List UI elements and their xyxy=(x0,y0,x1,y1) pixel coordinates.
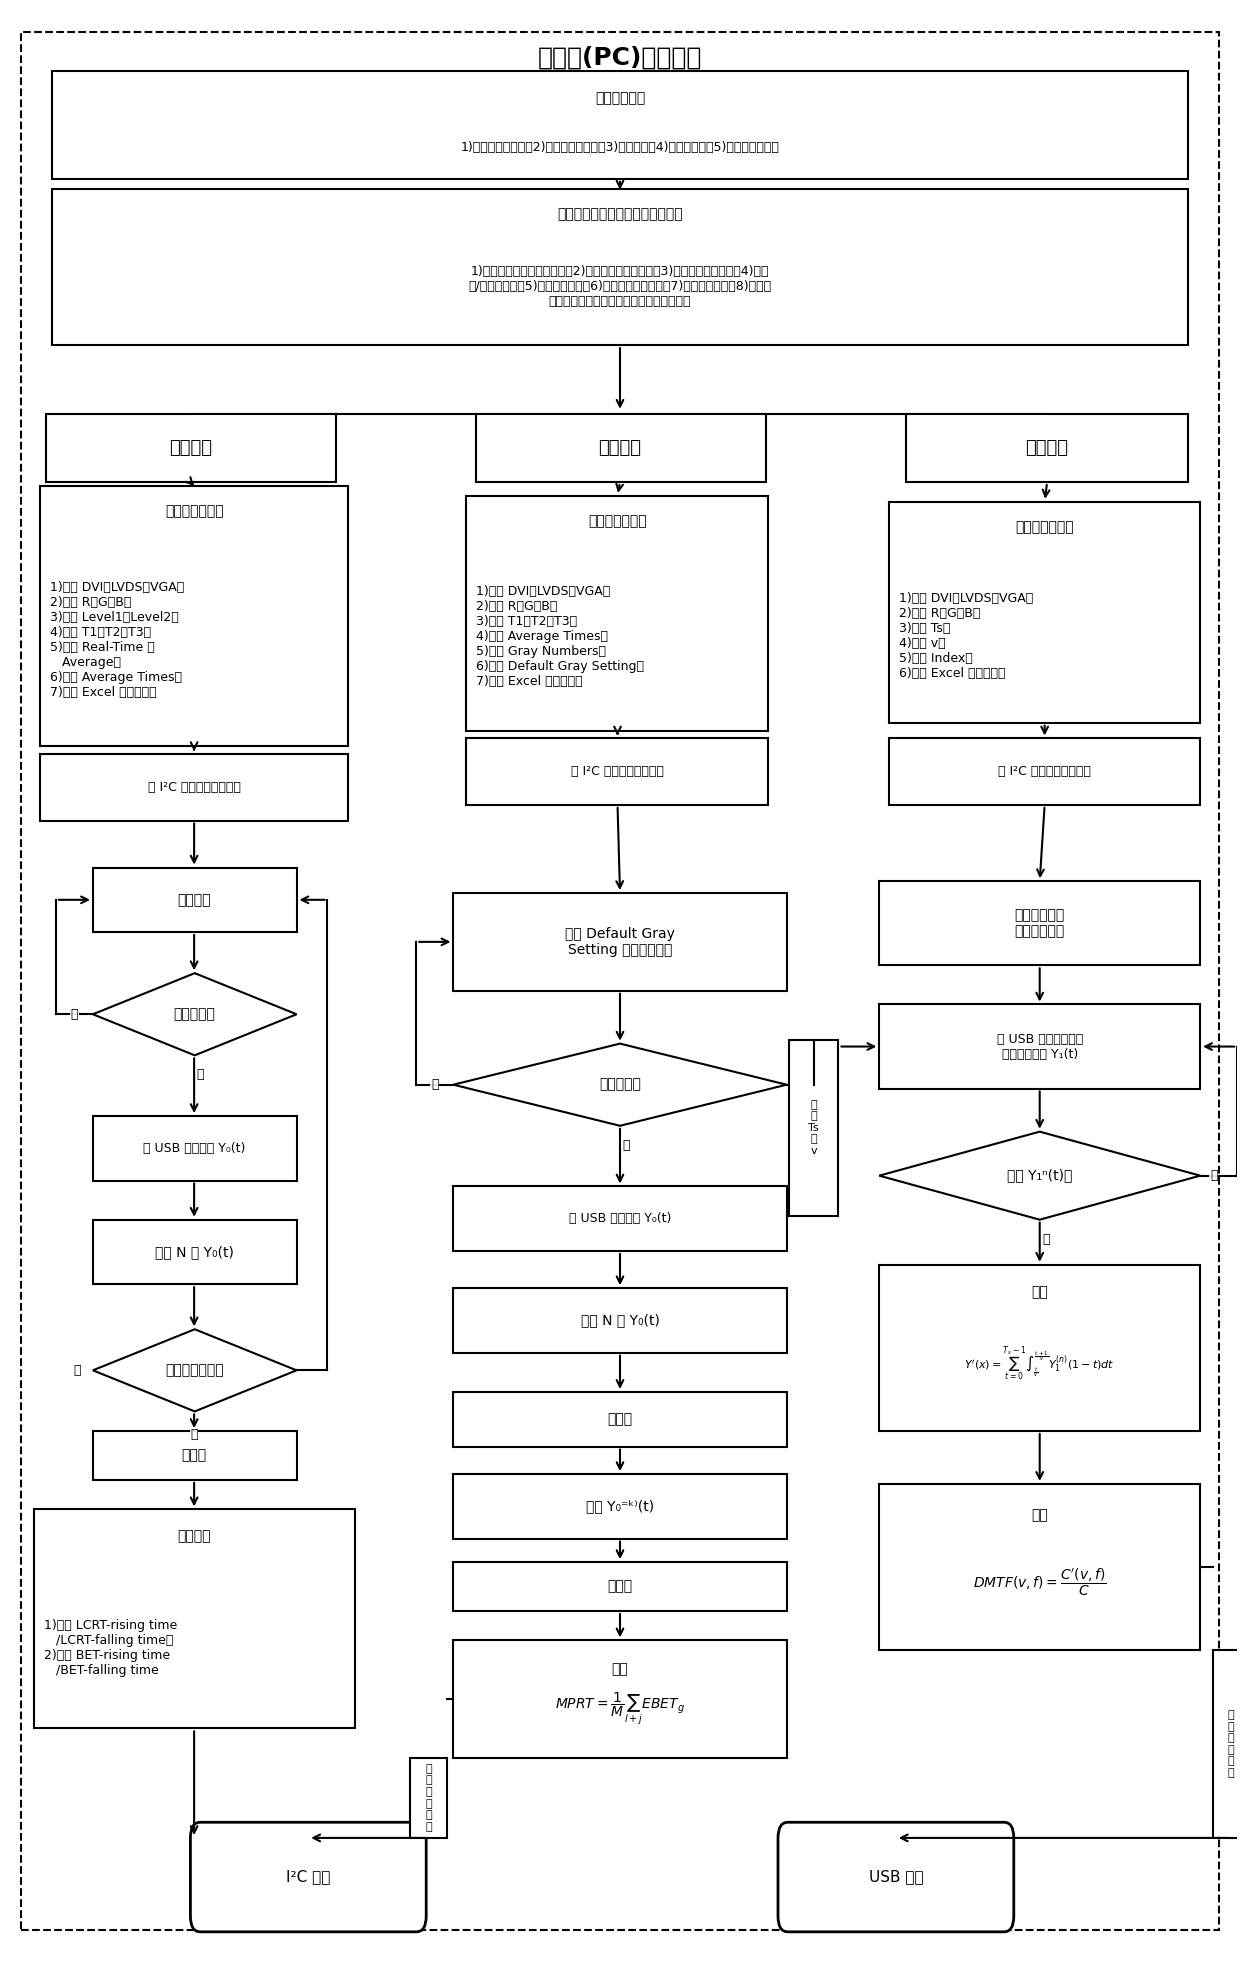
Text: 测完 Y₁ⁿ(t)？: 测完 Y₁ⁿ(t)？ xyxy=(1007,1169,1073,1183)
Bar xyxy=(879,1483,1200,1650)
Bar xyxy=(789,1040,838,1216)
Polygon shape xyxy=(879,1132,1200,1220)
Text: 计算: 计算 xyxy=(1032,1285,1048,1299)
Bar xyxy=(879,1265,1200,1430)
Text: 1)选择 DVI、LVDS、VGA；
2)选择 R、G、B；
3)设定 Ts；
4)设定 v；
5)设定 Index；
6)选择 Excel 保存路径。: 1)选择 DVI、LVDS、VGA； 2)选择 R、G、B； 3)设定 Ts； … xyxy=(899,593,1033,679)
Text: 未测完: 未测完 xyxy=(608,1413,632,1426)
Text: I²C 接口: I²C 接口 xyxy=(286,1870,331,1885)
Text: 图像源参数设置: 图像源参数设置 xyxy=(165,504,223,518)
Text: 经 I²C 接口传送测量数据: 经 I²C 接口传送测量数据 xyxy=(572,765,663,779)
Polygon shape xyxy=(93,973,296,1056)
Bar xyxy=(93,1430,296,1479)
Text: $DMTF(v,f)=\dfrac{C'(v,f)}{C}$: $DMTF(v,f)=\dfrac{C'(v,f)}{C}$ xyxy=(972,1568,1106,1599)
Text: 上位机(PC)控制流程: 上位机(PC)控制流程 xyxy=(538,45,702,69)
Text: 否: 否 xyxy=(191,1428,198,1442)
Text: 经 USB 接口采集 Y₀(t): 经 USB 接口采集 Y₀(t) xyxy=(569,1213,671,1224)
Bar xyxy=(93,867,296,932)
Text: 存储 Y₀⁼ᵏ⁾(t): 存储 Y₀⁼ᵏ⁾(t) xyxy=(587,1499,653,1513)
Bar xyxy=(889,738,1200,804)
Text: 分辨率、图形比例、时钟更新方案: 分辨率、图形比例、时钟更新方案 xyxy=(557,208,683,222)
Polygon shape xyxy=(454,1044,786,1126)
Bar xyxy=(454,1187,786,1252)
Text: 改
变
Ts
和
v: 改 变 Ts 和 v xyxy=(808,1099,820,1156)
Bar xyxy=(454,893,786,991)
Bar xyxy=(410,1758,448,1838)
Text: 计算: 计算 xyxy=(1032,1509,1048,1523)
Text: 触发信号？: 触发信号？ xyxy=(174,1007,215,1022)
Text: $Y'(x)=\sum_{t=0}^{T_s-1}\int_{\frac{t}{v}}^{\frac{t+1}{v}} Y_1^{(n)}(1-t)dt$: $Y'(x)=\sum_{t=0}^{T_s-1}\int_{\frac{t}{… xyxy=(965,1344,1115,1383)
Text: 否: 否 xyxy=(432,1079,439,1091)
Bar xyxy=(46,414,336,483)
Text: 改变图像参数？: 改变图像参数？ xyxy=(165,1364,223,1377)
Text: 是: 是 xyxy=(622,1138,630,1152)
Bar xyxy=(40,487,348,746)
Bar xyxy=(1213,1650,1240,1838)
Polygon shape xyxy=(93,1328,296,1411)
Text: 是: 是 xyxy=(196,1069,205,1081)
Bar xyxy=(93,1116,296,1181)
Bar xyxy=(52,71,1188,179)
Text: 接
收
采
集
数
据: 接 收 采 集 数 据 xyxy=(1228,1711,1234,1778)
Text: 序列测量: 序列测量 xyxy=(1025,439,1069,457)
Bar xyxy=(93,1220,296,1285)
Text: 经 I²C 接口传送测量数据: 经 I²C 接口传送测量数据 xyxy=(148,781,241,795)
Text: 否: 否 xyxy=(1210,1169,1218,1183)
Text: 根据测试图案
产生灰度序列: 根据测试图案 产生灰度序列 xyxy=(1014,908,1065,938)
Bar xyxy=(33,1509,355,1729)
Text: 自动测量: 自动测量 xyxy=(599,439,641,457)
Text: 1)选择 DVI、LVDS、VGA；
2)选择 R、G、B；
3)输入 Level1、Level2；
4)输入 T1、T2、T3；
5)选择 Real-Time: 1)选择 DVI、LVDS、VGA； 2)选择 R、G、B； 3)输入 Leve… xyxy=(50,581,184,698)
Text: 1)计算 LCRT-rising time
   /LCRT-falling time；
2)计算 BET-rising time
   /BET-fallin: 1)计算 LCRT-rising time /LCRT-falling time… xyxy=(43,1619,177,1678)
Text: 根据 Default Gray
Setting 生成组合图像: 根据 Default Gray Setting 生成组合图像 xyxy=(565,926,675,957)
Bar xyxy=(879,1005,1200,1089)
Text: 1)选模拟采集通道；2)设输入电压范围；3)设采样率；4)设采样点数；5)配置触发通道。: 1)选模拟采集通道；2)设输入电压范围；3)设采样率；4)设采样点数；5)配置触… xyxy=(460,141,780,155)
Text: 图像源参数设置: 图像源参数设置 xyxy=(1016,520,1074,534)
Text: 平均 N 条 Y₀(t): 平均 N 条 Y₀(t) xyxy=(580,1313,660,1328)
Text: USB 接口: USB 接口 xyxy=(868,1870,924,1885)
Text: 生成图像: 生成图像 xyxy=(177,893,211,906)
Text: 图像源参数设置: 图像源参数设置 xyxy=(588,514,647,528)
Text: 数据采集设置: 数据采集设置 xyxy=(595,92,645,106)
Text: 已测完: 已测完 xyxy=(181,1448,207,1462)
Bar xyxy=(879,881,1200,965)
Bar xyxy=(454,1473,786,1538)
Text: 传
送
测
量
数
据: 传 送 测 量 数 据 xyxy=(425,1764,432,1833)
Text: 测量结果: 测量结果 xyxy=(177,1530,211,1544)
Bar xyxy=(454,1391,786,1446)
FancyBboxPatch shape xyxy=(191,1823,427,1933)
FancyBboxPatch shape xyxy=(777,1823,1014,1933)
Text: 1)选择设定分辨率和刷新率；2)生成分辨率格式数据；3)生成图形比例数据；4)选择
单/双像素驱动；5)计算时钟频率；6)建立时钟方案列表；7)选择时钟方案；8: 1)选择设定分辨率和刷新率；2)生成分辨率格式数据；3)生成图形比例数据；4)选… xyxy=(469,265,771,308)
Text: 经 I²C 接口传送测量数据: 经 I²C 接口传送测量数据 xyxy=(998,765,1091,779)
Text: 计算: 计算 xyxy=(611,1662,629,1678)
Bar xyxy=(454,1289,786,1352)
Text: 是: 是 xyxy=(73,1364,81,1377)
Text: 否: 否 xyxy=(71,1008,78,1020)
Bar xyxy=(454,1640,786,1758)
Text: 平均 N 条 Y₀(t): 平均 N 条 Y₀(t) xyxy=(155,1246,233,1260)
Text: 已测完: 已测完 xyxy=(608,1579,632,1593)
Text: 是: 是 xyxy=(1042,1232,1049,1246)
Text: 1)选择 DVI、LVDS、VGA；
2)选择 R、G、B；
3)输入 T1、T2、T3；
4)设定 Average Times；
5)设定 Gray Numb: 1)选择 DVI、LVDS、VGA； 2)选择 R、G、B； 3)输入 T1、T… xyxy=(476,585,644,689)
Bar xyxy=(466,496,768,730)
Text: 手动测量: 手动测量 xyxy=(169,439,212,457)
Text: 触发信号？: 触发信号？ xyxy=(599,1077,641,1091)
Bar xyxy=(466,738,768,804)
Text: 经 USB 接口采集 Y₀(t): 经 USB 接口采集 Y₀(t) xyxy=(143,1142,246,1156)
Bar xyxy=(454,1562,786,1611)
Bar xyxy=(476,414,765,483)
Bar xyxy=(40,753,348,820)
Bar xyxy=(889,502,1200,722)
Text: $MPRT=\dfrac{1}{M}\sum_{l+j}EBET_g$: $MPRT=\dfrac{1}{M}\sum_{l+j}EBET_g$ xyxy=(556,1691,684,1727)
Text: 经 USB 接口采集特定
灰度序列下的 Y₁(t): 经 USB 接口采集特定 灰度序列下的 Y₁(t) xyxy=(997,1032,1083,1061)
Bar xyxy=(52,188,1188,345)
Bar xyxy=(906,414,1188,483)
